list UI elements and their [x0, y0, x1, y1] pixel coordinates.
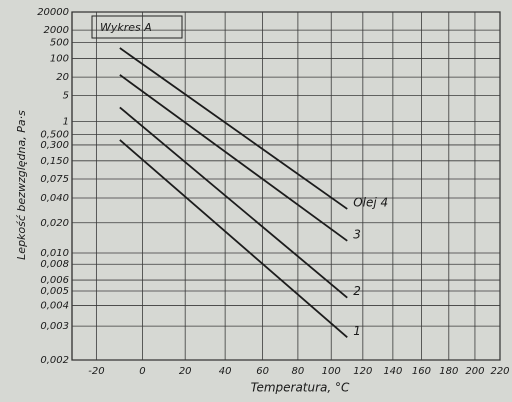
y-tick-label: 0,300: [40, 140, 69, 151]
line: [119, 106, 348, 299]
line: [119, 47, 348, 210]
series-label: Olej 4: [353, 195, 388, 209]
y-tick-label: 20000: [37, 7, 69, 18]
line: [119, 74, 348, 242]
y-tick-label: 0,010: [40, 248, 69, 259]
y-tick-label: 0,008: [40, 259, 69, 270]
y-tick-label: 0,020: [40, 218, 69, 229]
series-label: 1: [353, 324, 361, 338]
plot-frame: [71, 11, 501, 361]
x-tick-label: 120: [353, 366, 372, 377]
y-tick-label: 2000: [44, 25, 69, 36]
y-tick-label: 0,003: [40, 321, 69, 332]
x-axis-label: Temperatura, °C: [251, 381, 350, 395]
x-tick-label: 80: [292, 366, 305, 377]
y-tick-label: 0,040: [40, 193, 69, 204]
y-tick-label: 20: [56, 72, 69, 83]
y-tick-label: 5: [63, 91, 69, 102]
y-tick-label: 0,002: [40, 355, 69, 366]
y-axis-label: Lepkość bezwzględna, Pa·s: [15, 110, 28, 260]
y-tick-label: 0,006: [40, 275, 69, 286]
y-tick-label: 0,150: [40, 156, 69, 167]
y-tick-label: 100: [50, 54, 69, 65]
x-tick-label: 40: [219, 366, 232, 377]
chart-title: Wykres A: [100, 21, 152, 34]
y-tick-label: 1: [63, 116, 69, 127]
x-tick-label: 60: [256, 366, 269, 377]
y-tick-label: 0,004: [40, 300, 69, 311]
x-tick-label: 180: [439, 366, 458, 377]
x-tick-label: -20: [88, 366, 104, 377]
x-tick-label: 200: [465, 366, 484, 377]
y-tick-label: 0,075: [40, 174, 69, 185]
y-tick-label: 0,005: [40, 286, 69, 297]
series-label: 3: [353, 227, 361, 241]
title-box: [91, 15, 183, 39]
y-tick-label: 0,500: [40, 129, 69, 140]
x-tick-label: 100: [322, 366, 341, 377]
x-tick-label: 20: [179, 366, 192, 377]
x-tick-label: 140: [383, 366, 402, 377]
x-tick-label: 0: [139, 366, 145, 377]
series-label: 2: [353, 284, 361, 298]
x-tick-label: 160: [412, 366, 431, 377]
y-tick-label: 500: [50, 37, 69, 48]
x-tick-label: 220: [490, 366, 509, 377]
line: [119, 139, 348, 339]
